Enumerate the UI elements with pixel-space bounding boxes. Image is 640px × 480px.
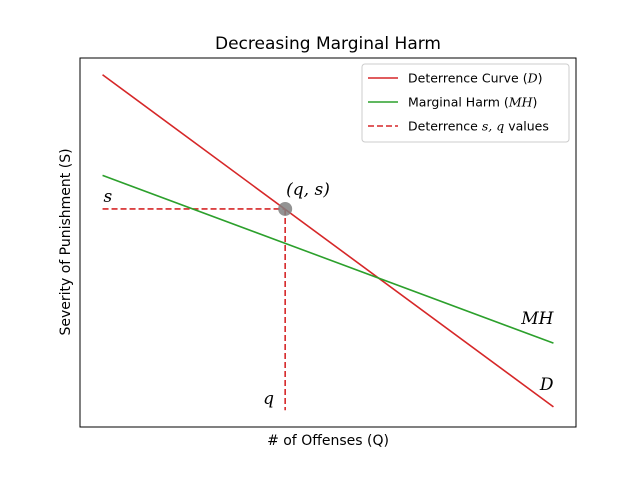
legend-label-values: Deterrence s, q values — [408, 119, 549, 134]
x-axis-label: # of Offenses (Q) — [267, 433, 389, 449]
point-q-s-marker — [278, 201, 293, 216]
legend: Deterrence Curve (D) Marginal Harm (MH) De… — [361, 63, 570, 143]
chart-title: Decreasing Marginal Harm — [215, 34, 441, 54]
series-line-deterrence-curve — [102, 74, 554, 408]
annotation-s: s — [104, 187, 113, 207]
series-line-marginal-harm — [102, 174, 554, 344]
legend-box — [361, 63, 570, 143]
annotation-d: D — [539, 375, 554, 395]
legend-items: Deterrence Curve (D) Marginal Harm (MH) De… — [368, 71, 549, 134]
plot-frame — [79, 57, 577, 428]
y-axis-label: Severity of Punishment (S) — [58, 148, 74, 335]
legend-label-deterrence: Deterrence Curve (D) — [408, 71, 543, 86]
annotation-q: q — [263, 389, 274, 409]
point-q-s-label: (q, s) — [286, 180, 330, 200]
annotation-mh: MH — [520, 309, 554, 329]
legend-label-harm: Marginal Harm (MH) — [408, 95, 537, 110]
plot-layer: (q, s) s q MH D — [102, 74, 555, 411]
